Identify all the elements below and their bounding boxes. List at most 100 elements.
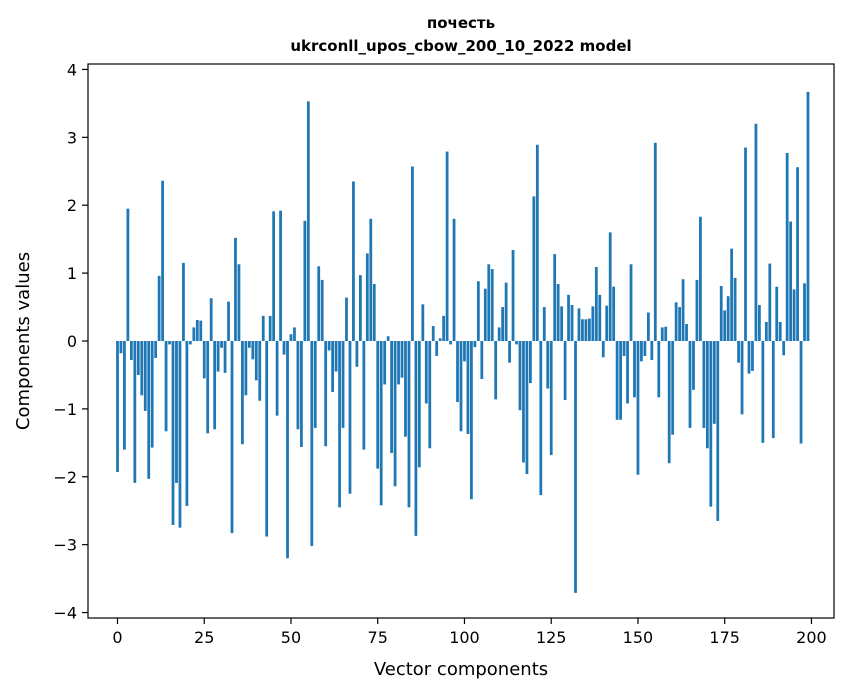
- bar-76: [379, 341, 383, 506]
- bar-113: [508, 341, 511, 363]
- bar-36: [241, 341, 244, 445]
- bar-85: [411, 166, 414, 341]
- bar-27: [209, 298, 213, 341]
- bar-188: [768, 263, 772, 341]
- bar-124: [546, 341, 550, 389]
- bar-33: [230, 341, 234, 534]
- bar-0: [116, 341, 119, 473]
- bar-47: [279, 210, 282, 341]
- bar-99: [459, 341, 463, 432]
- bars-group: [116, 91, 810, 593]
- bar-194: [789, 221, 793, 341]
- bar-24: [199, 320, 203, 341]
- bar-119: [529, 341, 532, 384]
- bar-78: [386, 336, 390, 341]
- bar-122: [539, 341, 543, 496]
- y-tick-label: 4: [67, 60, 77, 79]
- bar-42: [261, 315, 265, 341]
- bar-97: [452, 218, 456, 341]
- y-tick-label: 1: [67, 264, 77, 283]
- bar-128: [560, 306, 564, 342]
- bar-117: [522, 341, 525, 463]
- x-axis-label: Vector components: [374, 659, 548, 680]
- bar-13: [161, 180, 164, 341]
- bar-107: [487, 264, 491, 341]
- bar-121: [535, 144, 539, 341]
- bar-109: [494, 341, 498, 400]
- bar-105: [480, 341, 484, 380]
- bar-106: [483, 288, 487, 341]
- chart-title-line-2: ukrconll_upos_cbow_200_10_2022 model: [290, 37, 631, 55]
- bar-12: [157, 275, 161, 341]
- bar-40: [254, 341, 258, 381]
- bar-86: [414, 341, 418, 536]
- bar-20: [185, 341, 189, 506]
- x-axis-ticks: 0 25 50 75 100 125 150 175 200: [112, 618, 827, 647]
- bar-157: [660, 327, 664, 341]
- bar-179: [737, 341, 740, 363]
- y-tick-label: −4: [53, 604, 77, 623]
- bar-79: [390, 341, 393, 454]
- bar-172: [712, 341, 716, 424]
- bar-68: [352, 181, 355, 341]
- bar-71: [362, 341, 366, 450]
- bar-103: [473, 341, 477, 348]
- bar-185: [758, 305, 761, 341]
- bar-151: [640, 341, 643, 362]
- bar-165: [688, 341, 692, 428]
- bar-171: [709, 341, 713, 507]
- bar-14: [164, 341, 168, 432]
- bar-87: [417, 341, 421, 468]
- bar-84: [407, 341, 411, 508]
- bar-81: [397, 341, 400, 385]
- bar-63: [334, 341, 338, 372]
- bar-55: [306, 101, 310, 341]
- bar-94: [442, 315, 446, 341]
- bar-104: [476, 281, 480, 341]
- bar-196: [796, 167, 799, 341]
- bar-169: [702, 341, 706, 428]
- y-axis-label: Components values: [13, 252, 34, 430]
- bar-65: [341, 341, 345, 428]
- bar-136: [587, 318, 591, 341]
- bar-25: [202, 341, 206, 379]
- bar-3: [126, 208, 130, 341]
- x-tick-label: 25: [194, 628, 214, 647]
- bar-69: [355, 341, 359, 367]
- bar-61: [327, 341, 331, 351]
- x-tick-label: 125: [536, 628, 567, 647]
- bar-72: [365, 253, 369, 341]
- bar-153: [646, 312, 650, 341]
- bar-73: [369, 218, 373, 341]
- bar-32: [227, 301, 230, 341]
- bar-54: [303, 220, 307, 341]
- bar-16: [171, 341, 175, 525]
- bar-111: [501, 307, 505, 341]
- bar-2: [123, 341, 126, 450]
- bar-181: [744, 147, 747, 341]
- bar-5: [133, 341, 137, 483]
- bar-19: [182, 262, 185, 341]
- bar-166: [692, 341, 695, 390]
- bar-150: [636, 341, 640, 475]
- bar-127: [556, 283, 560, 341]
- bar-129: [563, 341, 567, 401]
- bar-138: [594, 267, 598, 341]
- bar-146: [622, 341, 626, 356]
- y-tick-label: −2: [53, 468, 77, 487]
- bar-108: [490, 269, 494, 341]
- bar-177: [730, 248, 734, 341]
- bar-160: [671, 341, 675, 435]
- bar-112: [504, 282, 508, 341]
- x-tick-label: 50: [281, 628, 301, 647]
- bar-145: [619, 341, 622, 420]
- bar-180: [740, 341, 744, 415]
- bar-154: [650, 341, 654, 361]
- bar-158: [664, 326, 668, 341]
- bar-89: [424, 341, 428, 404]
- bar-144: [615, 341, 619, 420]
- bar-67: [348, 341, 352, 494]
- bar-102: [470, 341, 473, 500]
- bar-91: [431, 326, 435, 341]
